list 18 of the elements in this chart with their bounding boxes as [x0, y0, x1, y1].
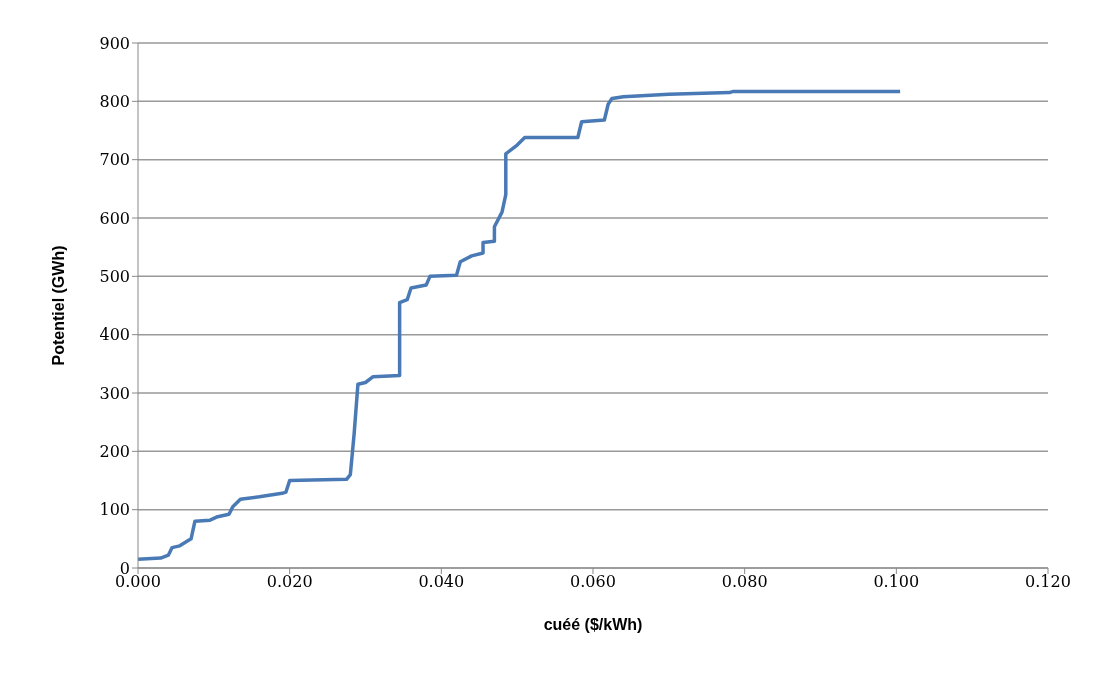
y-tick-label: 700	[99, 150, 130, 170]
y-axis-title: Potentiel (GWh)	[49, 245, 67, 366]
x-tick-label: 0.120	[1025, 572, 1071, 592]
y-tick-label: 500	[99, 267, 130, 287]
y-tick-label: 400	[99, 325, 130, 345]
y-tick-label: 200	[99, 442, 130, 462]
x-tick-label: 0.060	[570, 572, 616, 592]
x-tick-label: 0.040	[418, 572, 465, 592]
x-axis-title: cuéé ($/kWh)	[543, 616, 643, 633]
y-tick-label: 900	[99, 33, 130, 53]
y-tick-label: 600	[99, 208, 130, 228]
line-series	[138, 89, 902, 561]
x-tick-label: 0.100	[873, 572, 920, 592]
y-tick-label: 800	[99, 92, 130, 112]
x-tick-label: 0.020	[266, 572, 313, 592]
y-tick-label: 300	[99, 383, 130, 403]
x-tick-label: 0.080	[721, 572, 768, 592]
y-tick-label: 100	[99, 500, 130, 520]
